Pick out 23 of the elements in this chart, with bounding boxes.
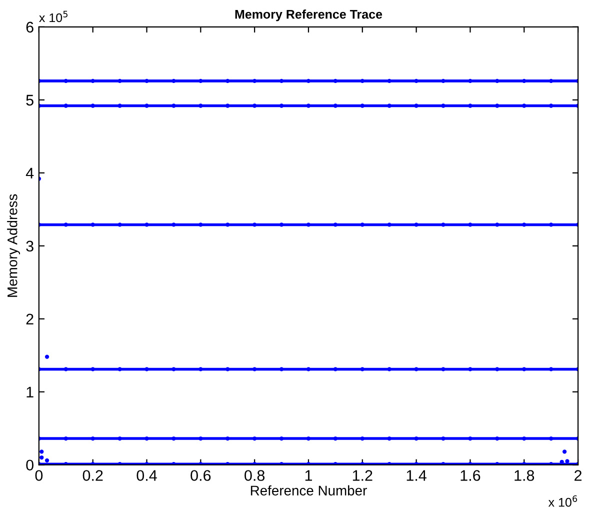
y-tick-label: 2: [26, 314, 34, 324]
x-tick-label: 1.2: [352, 470, 372, 481]
y-tick-label: 1: [26, 386, 34, 398]
x-tick-label: 0.2: [82, 470, 103, 481]
text: x 10$^{5}$: [39, 10, 68, 22]
y-axis-title: Memory Address: [7, 194, 20, 297]
x-axis-title: Reference Number: [250, 485, 367, 496]
y-tick-label: 6: [26, 22, 34, 33]
text: x 10$^{6}$: [548, 495, 578, 507]
x-tick-label: 1.4: [406, 470, 426, 481]
x-tick-label: 1.6: [460, 470, 480, 481]
x-tick-label: 0.8: [244, 470, 265, 481]
x-tick-label: 1.8: [514, 470, 534, 481]
y-tick-label: 4: [26, 168, 34, 178]
x-tick-label: 0.4: [136, 470, 157, 481]
x-tick-label: 1: [305, 470, 312, 481]
y-tick-label: 0: [26, 460, 34, 471]
y-tick-label: 3: [26, 240, 34, 252]
y-tick-label: 5: [26, 94, 34, 106]
x-tick-label: 0: [35, 470, 43, 481]
chart-title: Memory Reference Trace: [235, 10, 382, 22]
x-tick-label: 0.6: [190, 470, 211, 481]
x-tick-label: 2: [574, 470, 582, 481]
